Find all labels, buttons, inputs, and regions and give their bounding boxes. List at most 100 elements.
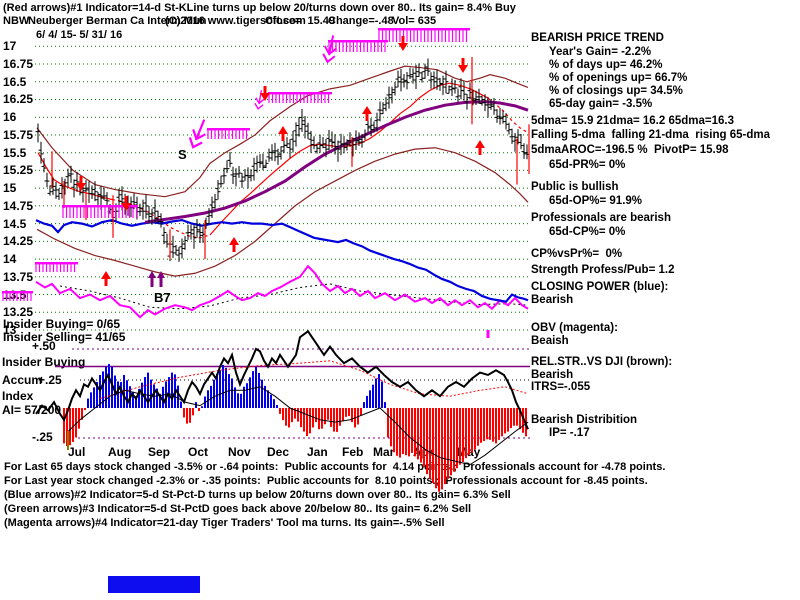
- analysis-line: OBV (magenta):: [531, 322, 618, 334]
- price-axis-label: 14.5: [3, 216, 27, 231]
- analysis-line: Bearish: [531, 369, 574, 381]
- analysis-line: 5dma= 15.9 21dma= 16.2 65dma=16.3: [531, 115, 734, 127]
- month-label: Aug: [108, 445, 132, 459]
- analysis-line: 65d-CP%= 0%: [549, 226, 626, 238]
- price-axis-label: 15: [3, 181, 17, 196]
- signal-label: B7: [154, 290, 171, 305]
- bottom-legend-line: For Last year stock changed -2.3% or -.3…: [4, 475, 648, 487]
- price-axis-label: 15.75: [3, 127, 34, 142]
- analysis-line: Year's Gain= -2.2%: [549, 46, 652, 58]
- analysis-line: Falling 5-dma falling 21-dma rising 65-d…: [531, 129, 770, 141]
- tiger-tool-comb: [207, 128, 250, 131]
- magenta-down-arrow-glyph: [322, 35, 338, 64]
- volume-value: Vol= 635: [392, 15, 437, 27]
- price-axis-label: 16.5: [3, 74, 27, 89]
- tiger-tool-comb: [328, 40, 388, 43]
- price-axis-label: 16: [3, 110, 17, 125]
- tiger-tool-comb: [268, 92, 332, 95]
- month-label: Sep: [148, 445, 171, 459]
- bottom-legend-line: (Magenta arrows)#4 Indicator=21-day Tige…: [4, 517, 445, 529]
- analysis-line: IP= -.17: [549, 427, 590, 439]
- analysis-line: CP%vsPr%= 0%: [531, 248, 623, 260]
- analysis-line: BEARISH PRICE TREND: [531, 32, 664, 44]
- month-label: Oct: [188, 445, 209, 459]
- accum-red-dotted-ma: [99, 360, 529, 400]
- close-value: Close= 15.49: [265, 15, 336, 27]
- purple-up-arrow: [157, 271, 165, 287]
- security-name: Neuberger Berman Ca Interm Mun: [28, 15, 207, 27]
- price-axis-label: 15.5: [3, 145, 27, 160]
- insider-buying-label: Insider Buying: [2, 355, 86, 369]
- analysis-line: Beaish: [531, 335, 569, 347]
- price-axis-label: 13.75: [3, 269, 34, 284]
- price-axis-label: 14.25: [3, 234, 34, 249]
- plus25-label: +.25: [38, 373, 62, 387]
- analysis-line: Professionals are bearish: [531, 212, 671, 224]
- magenta-down-arrow: [188, 119, 206, 149]
- copyright-text: (C)2016 www.tigersoft.com: [165, 15, 306, 27]
- red-down-arrow: [121, 196, 131, 211]
- red-down-arrow: [398, 36, 408, 51]
- red-up-arrow: [101, 271, 111, 286]
- analysis-line: CLOSING POWER (blue):: [531, 281, 669, 293]
- month-label: Nov: [228, 445, 251, 459]
- insider-selling-count: Insider Selling= 41/65: [3, 330, 126, 344]
- ai-value: AI= 57/200: [2, 403, 62, 417]
- bottom-legend-line: (Blue arrows)#2 Indicator=5-d St-Pct-D t…: [4, 489, 511, 501]
- indicator1-legend: (Red arrows)#1 Indicator=14-d St-KLine t…: [3, 2, 516, 14]
- price-axis-label: 13: [3, 323, 17, 338]
- analysis-line: % of openings up= 66.7%: [549, 72, 688, 84]
- purple-up-arrow: [148, 271, 156, 287]
- price-axis-label: 15.25: [3, 163, 34, 178]
- price-axis-label: 14: [3, 252, 17, 267]
- tiger-tool-comb: [378, 28, 470, 31]
- month-label: May: [457, 445, 481, 459]
- red-up-arrow: [362, 106, 372, 121]
- month-label: Mar: [373, 445, 395, 459]
- minus25-label: -.25: [32, 430, 53, 444]
- accum-label: Accum: [2, 373, 43, 387]
- analysis-line: Bearish: [531, 294, 574, 306]
- month-label: Feb: [342, 445, 364, 459]
- price-axis-label: 13.25: [3, 305, 34, 320]
- red-up-arrow: [278, 126, 288, 141]
- analysis-line: Public is bullish: [531, 181, 619, 193]
- obv-ma-dotted-line: [59, 283, 529, 310]
- red-down-arrow: [260, 86, 270, 101]
- analysis-line: 65-day gain= -3.5%: [549, 98, 653, 110]
- date-range: 6/ 4/ 15- 5/ 31/ 16: [36, 29, 123, 41]
- analysis-line: REL.STR..VS DJI (brown):: [531, 356, 673, 368]
- signal-label: S: [178, 147, 187, 162]
- tiger-tool-comb: [35, 262, 78, 265]
- red-down-arrow: [458, 58, 468, 73]
- taskbar-button-fragment[interactable]: [108, 576, 200, 593]
- month-label: Apr: [413, 445, 434, 459]
- upper-band-line: [36, 65, 529, 198]
- analysis-line: % of closings up= 34.5%: [549, 85, 683, 97]
- slow-ma-line: [144, 100, 529, 224]
- magenta-down-arrow-glyph: [188, 119, 206, 149]
- lower-band-line: [36, 147, 529, 277]
- fast-ma-line: [487, 97, 529, 134]
- change-value: Change=-.48: [328, 15, 394, 27]
- red-down-arrow: [76, 176, 86, 191]
- price-axis-label: 13.5: [3, 287, 27, 302]
- month-label: Dec: [267, 445, 290, 459]
- fast-ma-line: [37, 152, 113, 201]
- obv-line: [35, 264, 529, 319]
- ticker-symbol: NBW: [3, 15, 30, 27]
- red-up-arrow: [229, 237, 239, 252]
- month-label: Jan: [307, 445, 328, 459]
- tiger-tool-comb: [62, 205, 138, 208]
- accum-index-line: [35, 329, 529, 430]
- plus50-label: +.50: [32, 339, 56, 353]
- magenta-down-arrow: [254, 90, 265, 110]
- price-axis-label: 14.75: [3, 198, 34, 213]
- magenta-down-arrow-glyph: [254, 90, 265, 110]
- analysis-line: Strength Profess/Pub= 1.2: [531, 264, 675, 276]
- analysis-line: % of days up= 46.2%: [549, 59, 663, 71]
- insider-buying-count: Insider Buying= 0/65: [3, 317, 121, 331]
- magenta-down-arrow: [322, 35, 338, 64]
- analysis-line: Bearish Distribition: [531, 414, 638, 426]
